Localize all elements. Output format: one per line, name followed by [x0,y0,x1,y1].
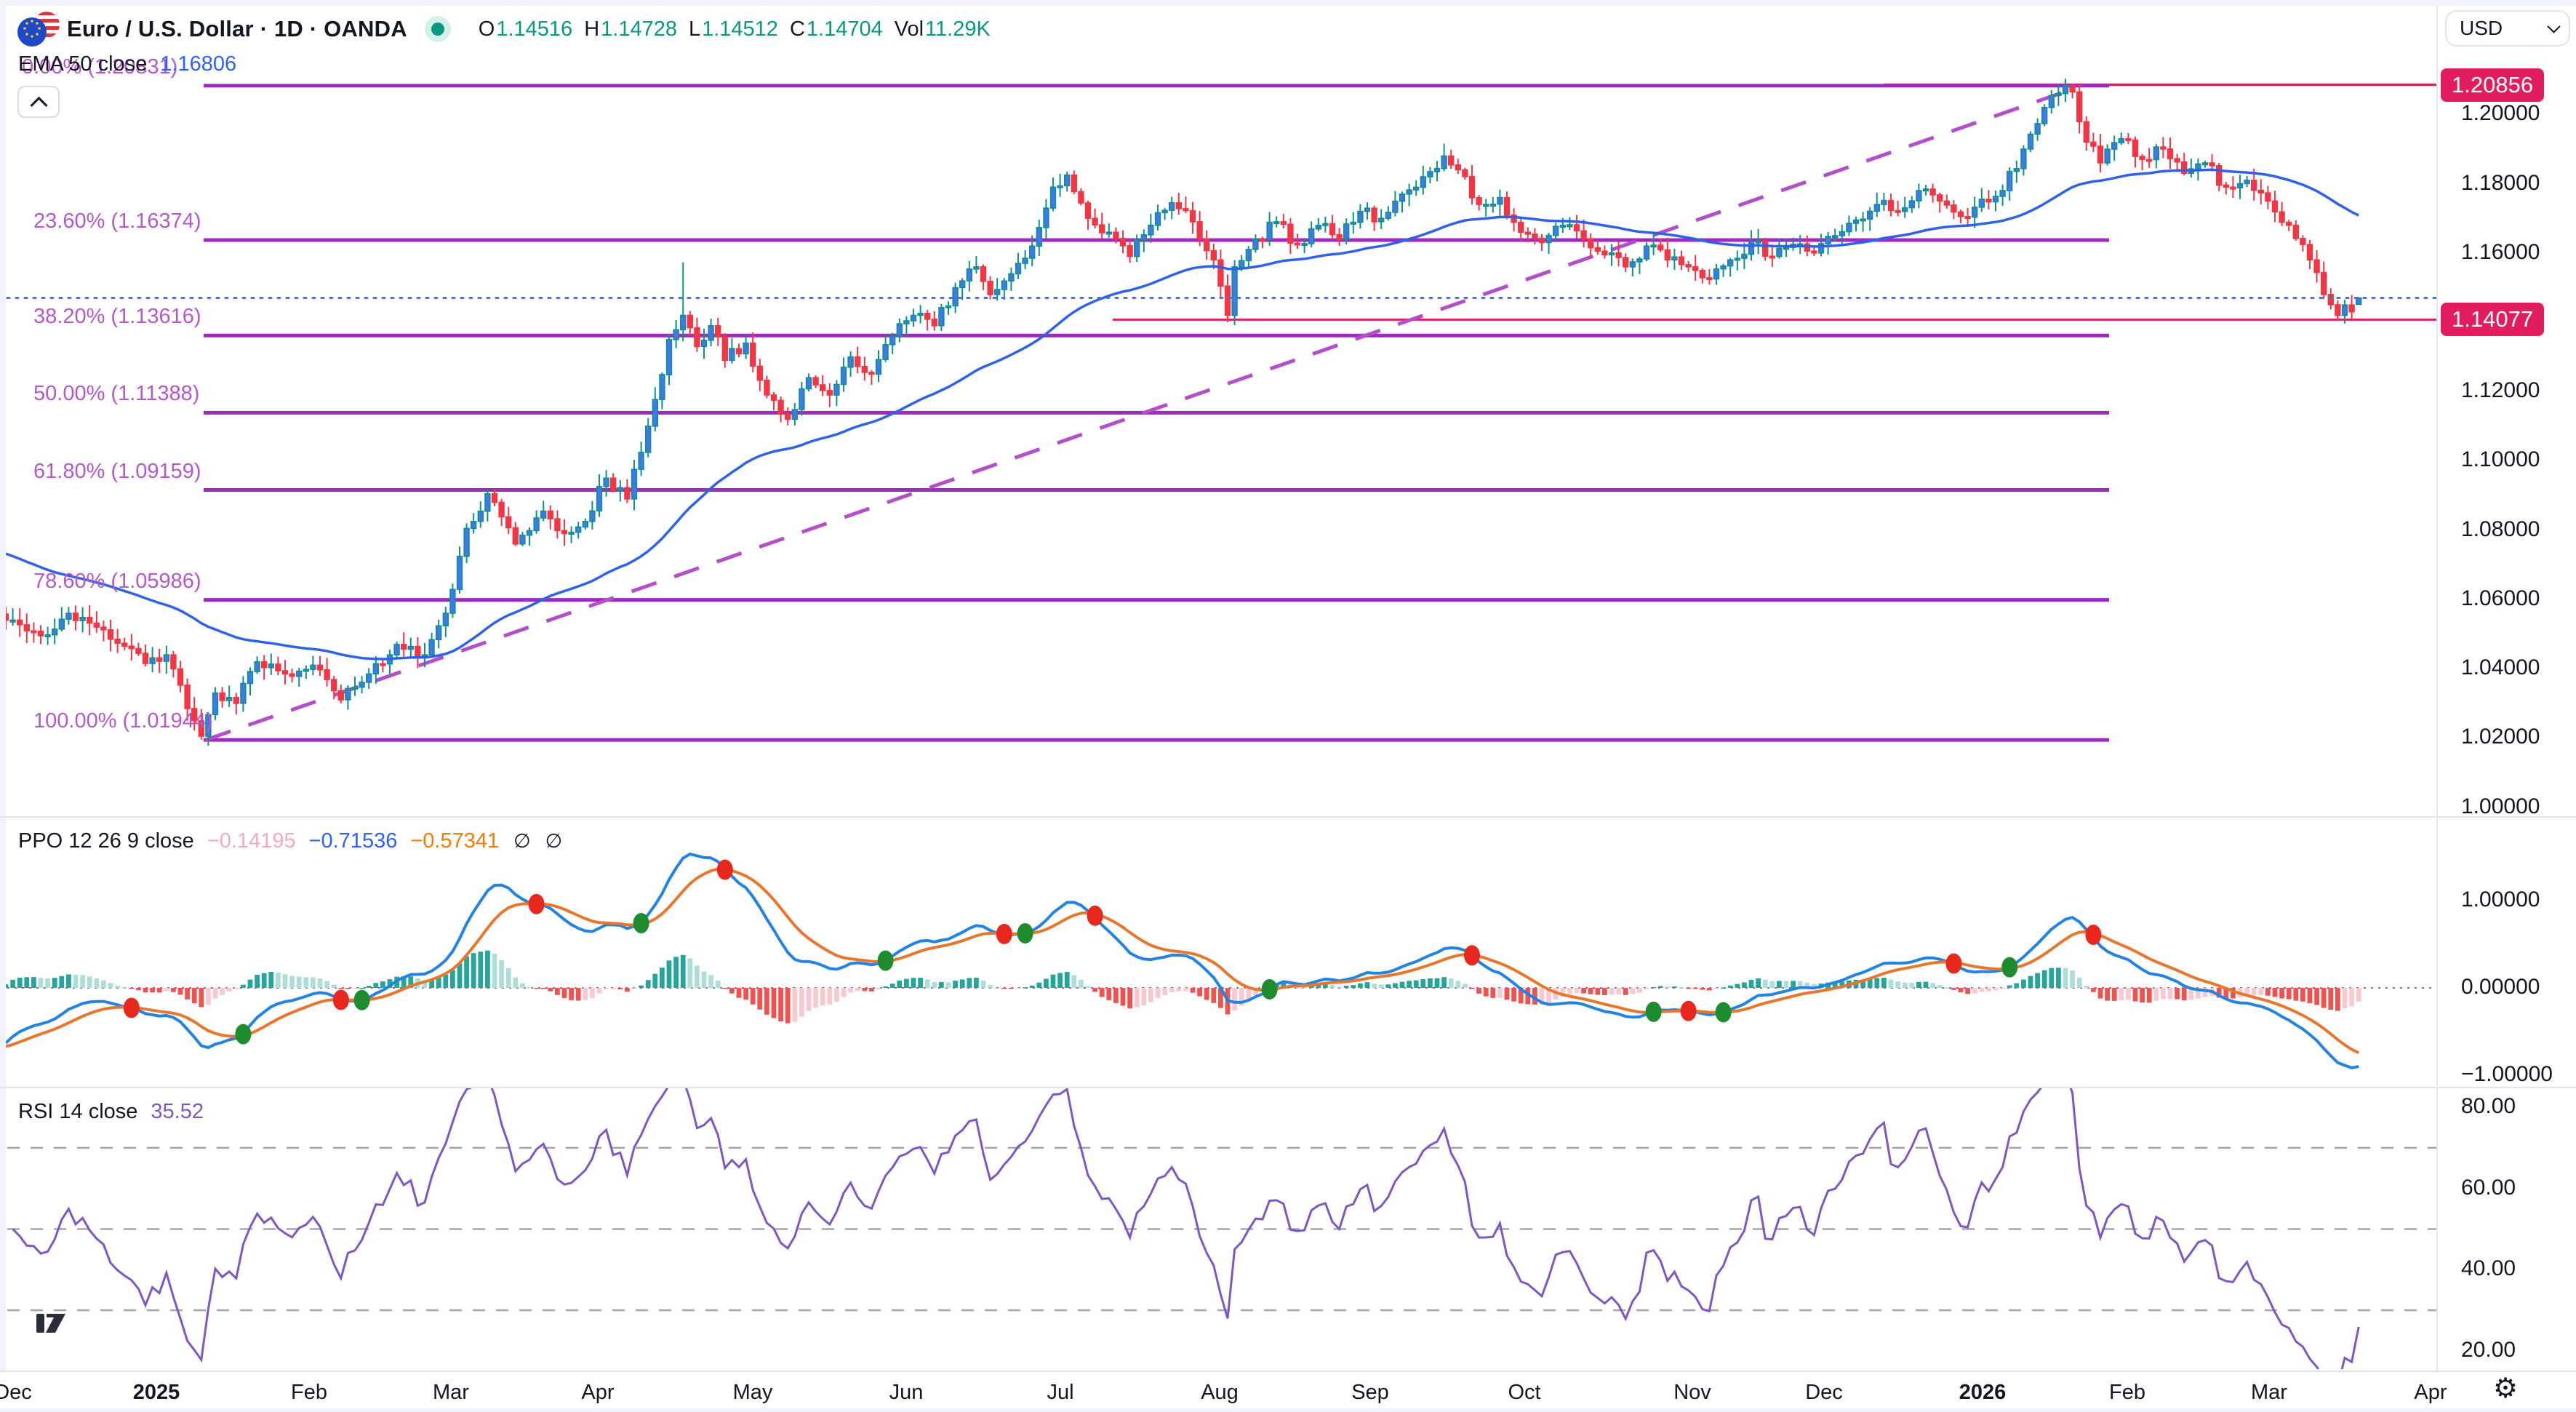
price-axis-tick: 1.12000 [2461,378,2540,403]
time-axis-label: Apr [581,1381,615,1404]
market-status-icon[interactable] [424,16,451,42]
time-axis-label: 2025 [132,1381,180,1404]
currency-label: USD [2460,17,2503,39]
ppo-signal-line [5,867,2360,1055]
currency-selector[interactable]: USD [2445,10,2570,47]
fib-label[interactable]: 78.60% (1.05986) [33,569,201,593]
fib-label[interactable]: 23.60% (1.16374) [33,209,201,233]
symbol-title[interactable]: Euro / U.S. Dollar · 1D · OANDA [67,16,407,41]
legend-main-row: Euro / U.S. Dollar · 1D · OANDA O 1.14516… [17,12,991,47]
price-pane[interactable] [2,79,2436,746]
ppo-pane[interactable] [3,852,2436,1069]
collapse-pane-button[interactable] [17,86,60,118]
ppo-line [4,852,2359,1069]
time-axis-label: Sep [1351,1381,1389,1404]
chevron-up-icon [29,96,48,114]
pane-separator-1[interactable] [0,816,2576,818]
rsi-label: RSI 14 close [18,1100,138,1123]
time-axis-label: Jun [889,1381,924,1404]
ohlc-value: 1.14728 [601,17,677,41]
ppo-axis-tick: 1.00000 [2461,888,2540,912]
trend-line[interactable] [205,85,2079,742]
ohlc-label: Vol [894,17,924,41]
time-axis-label: Mar [2251,1381,2287,1404]
ppo-source-toggles: ∅ ∅ [499,830,562,853]
time-axis-settings-gear-icon[interactable]: ⚙ [2493,1373,2519,1404]
ema-label: EMA 50 close [18,52,148,76]
empty-set-toggle-icon[interactable]: ∅ [513,830,531,852]
ema-value: 1.16806 [160,52,237,76]
price-axis-tick: 1.10000 [2461,447,2540,472]
chevron-down-icon [2547,19,2561,33]
price-axis-separator [2436,6,2438,1371]
price-axis-badge: 1.14077 [2441,303,2545,337]
ema50-line [5,168,2359,661]
ohlc-value: 1.14516 [496,17,573,41]
ohlc-value: 11.29K [925,17,991,41]
ppo-cross-dots [123,859,2102,1045]
time-axis-label: Aug [1201,1381,1239,1404]
rsi-value: 35.52 [151,1100,204,1123]
ohlc-label: O [478,17,495,41]
eu-stars [23,20,41,38]
ppo-value: −0.57341 [410,829,500,853]
rsi-axis-tick: 40.00 [2461,1256,2516,1281]
price-axis-tick: 1.00000 [2461,794,2540,818]
price-axis-tick: 1.20000 [2461,101,2540,126]
rsi-pane[interactable] [7,1073,2436,1387]
pane-separator-2[interactable] [0,1087,2576,1088]
left-toolbar-strip [0,6,6,1371]
ohlc-label: C [789,17,805,41]
price-axis-tick: 1.06000 [2461,586,2540,610]
price-axis-tick: 1.02000 [2461,725,2540,749]
price-axis-tick: 1.08000 [2461,516,2540,541]
ohlc-label: L [688,17,701,41]
time-axis-label: 2026 [1959,1381,2007,1404]
time-axis-label: May [732,1381,773,1404]
price-axis-tick: 1.18000 [2461,170,2540,195]
ohlc-label: H [584,17,600,41]
ppo-axis-tick: 0.00000 [2461,975,2540,999]
symbol-flag-icon [17,12,60,47]
top-strip [0,0,2576,6]
rsi-axis-tick: 80.00 [2461,1094,2516,1118]
price-axis-tick: 1.04000 [2461,655,2540,680]
time-axis-label: Jul [1047,1381,1074,1404]
time-axis-label: Oct [1508,1381,1541,1404]
ppo-label: PPO 12 26 9 close [18,829,194,853]
ohlc-values: O 1.14516 H 1.14728 L 1.14512 C 1.14704 Vol 11.29… [467,17,991,41]
rsi-axis-tick: 20.00 [2461,1337,2516,1362]
ppo-histogram [3,950,2361,1024]
legend-ppo-row[interactable]: PPO 12 26 9 close −0.14195 −0.71536 −0.573… [18,829,562,853]
ppo-value: −0.14195 [207,829,296,853]
fib-label[interactable]: 61.80% (1.09159) [33,459,201,483]
ohlc-value: 1.14512 [702,17,778,41]
rsi-axis-tick: 60.00 [2461,1175,2516,1200]
time-axis-label: Dec [1805,1381,1843,1404]
fib-label[interactable]: 50.00% (1.11388) [33,382,200,406]
bottom-strip [0,1408,2576,1412]
ppo-value: −0.71536 [308,829,398,853]
ppo-axis-tick: −1.00000 [2461,1062,2553,1086]
time-axis-label: Feb [2109,1381,2145,1404]
empty-set-toggle-icon[interactable]: ∅ [545,830,563,852]
legend-ema-row[interactable]: EMA 50 close 1.16806 [18,52,236,76]
time-axis-label: Dec [0,1381,32,1404]
ppo-values: −0.14195 −0.71536 −0.57341 [194,829,499,853]
time-axis-separator [0,1371,2576,1372]
price-axis-tick: 1.16000 [2461,239,2540,264]
rsi-line [12,1088,2360,1369]
time-axis-label: Feb [291,1381,327,1404]
time-axis-label: Apr [2414,1381,2447,1404]
legend-rsi-row[interactable]: RSI 14 close 35.52 [18,1100,204,1124]
ohlc-value: 1.14704 [806,17,883,41]
fib-label[interactable]: 0.00% (1.20831) [22,55,178,79]
time-axis-label: Mar [433,1381,469,1404]
time-axis-label: Nov [1673,1381,1711,1404]
fib-label[interactable]: 38.20% (1.13616) [33,305,201,329]
fib-label[interactable]: 100.00% (1.01944) [33,709,213,733]
price-axis-badge: 1.20856 [2441,68,2545,102]
